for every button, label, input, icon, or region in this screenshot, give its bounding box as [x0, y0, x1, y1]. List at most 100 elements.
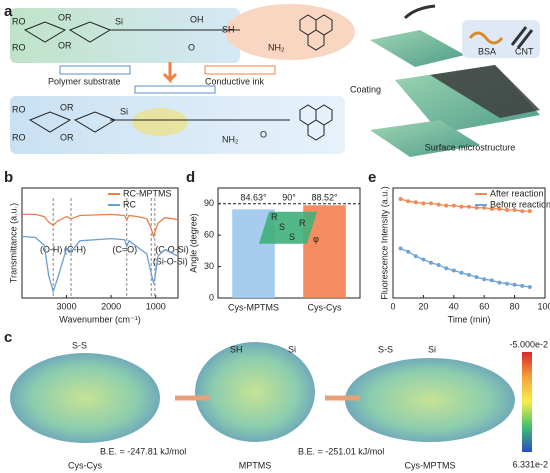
marker [467, 272, 471, 277]
chem-label: OH [190, 14, 204, 24]
marker [459, 270, 464, 275]
value-label: 84.63° [240, 192, 267, 202]
marker [505, 281, 509, 286]
inset-label: φ [313, 234, 319, 244]
surface-cys-mptms [345, 358, 515, 442]
x-tick-label: 60 [479, 301, 489, 311]
panel-label: c [4, 329, 12, 346]
plot-frame [392, 187, 546, 299]
chem-label: OR [58, 40, 72, 50]
atom-label: S-S [378, 344, 393, 354]
x-tick-label: 20 [418, 301, 428, 311]
legend-label: Before reaction [490, 199, 550, 209]
marker [497, 206, 502, 211]
x-axis-label: Time (min) [448, 314, 491, 324]
y-axis-label: Fluorescence Intensity (a.u.) [379, 186, 389, 300]
value-label: 88.52° [311, 192, 338, 202]
y-tick-label: 60 [204, 230, 214, 240]
marker [474, 205, 479, 210]
marker [436, 263, 441, 267]
annotation: (Si-O-Si) [153, 256, 188, 266]
marker [421, 201, 426, 206]
x-tick-label: 2000 [101, 301, 121, 311]
label: BSA [478, 46, 496, 56]
marker [527, 285, 532, 289]
panel-label: a [4, 3, 13, 20]
chem-label: O [260, 129, 267, 139]
marker [429, 260, 433, 265]
marker [489, 278, 494, 283]
x-tick-label: 1000 [146, 301, 166, 311]
marker [482, 277, 487, 282]
y-tick-label: 90 [204, 198, 214, 208]
substrate-icon [59, 65, 131, 75]
chem-label: NH₂ [268, 42, 285, 52]
surface-1 [370, 30, 465, 67]
bsa-icon [468, 31, 504, 45]
x-tick-label: 0 [390, 301, 395, 311]
chem-label: NH₂ [222, 134, 239, 144]
x-axis-label: Wavenumber (cm⁻¹) [59, 314, 140, 324]
x-tick-label: Cys-Cys [308, 302, 342, 312]
colorbar-label: 6.331e-2 [512, 459, 548, 469]
panel-label: b [4, 169, 13, 186]
chem-label: OR [60, 102, 74, 112]
energy: B.E. = -247.81 kJ/mol [100, 446, 186, 456]
marker [413, 200, 418, 205]
legend-label: After reaction [490, 188, 544, 198]
plot-frame [21, 187, 179, 299]
pen [403, 4, 436, 20]
x-tick-label: Cys-MPTMS [228, 302, 279, 312]
atom-label: Si [288, 344, 296, 354]
surface-mptms [195, 342, 315, 442]
x-tick-label: 100 [537, 301, 550, 311]
chem-label: RO [12, 132, 26, 142]
x-tick-label: 80 [510, 301, 520, 311]
annotation: (O-H) [40, 244, 63, 254]
molecule-name: Cys-Cys [68, 460, 102, 470]
molecule-name: MPTMS [239, 460, 272, 470]
plot-frame [217, 187, 361, 299]
label: CNT [515, 46, 534, 56]
marker [520, 209, 525, 214]
chem-label: OR [58, 12, 72, 22]
chem-label: Si [120, 106, 128, 116]
chem-label: Si [115, 16, 123, 26]
chem-label: OR [60, 132, 74, 142]
top-band [10, 8, 240, 63]
cnt-icon [510, 26, 534, 49]
inset-label: S [279, 222, 285, 232]
joined-icon [134, 85, 216, 94]
marker [444, 266, 449, 271]
panel-label: e [368, 169, 376, 186]
inset-label: S [289, 232, 295, 242]
atom-label: SH [230, 344, 243, 354]
marker [406, 199, 411, 204]
ink-icon [204, 65, 276, 75]
molecule-name: Cys-MPTMS [405, 460, 456, 470]
chem-label: O [188, 42, 195, 52]
marker [482, 205, 487, 210]
marker [467, 204, 471, 209]
marker [421, 257, 426, 262]
panel-label: d [186, 169, 195, 186]
annotation: (C-O-Si) [155, 244, 189, 254]
marker [489, 206, 494, 211]
marker [520, 283, 525, 288]
surface-3 [370, 120, 480, 157]
pyrene [299, 14, 333, 141]
marker [436, 202, 441, 207]
marker [413, 254, 418, 259]
chem-label: SH [222, 24, 235, 34]
marker [444, 203, 449, 208]
y-axis-label: Transmittance (a.u.) [8, 203, 18, 283]
y-axis-label: Angle (degree) [188, 213, 198, 273]
surface-cys-cys [10, 353, 160, 443]
legend-label: RC-MPTMS [123, 188, 172, 198]
marker [512, 208, 517, 212]
annotation: (C=O) [112, 244, 137, 254]
panel-c [10, 342, 532, 452]
marker [398, 246, 403, 251]
marker [512, 282, 517, 287]
